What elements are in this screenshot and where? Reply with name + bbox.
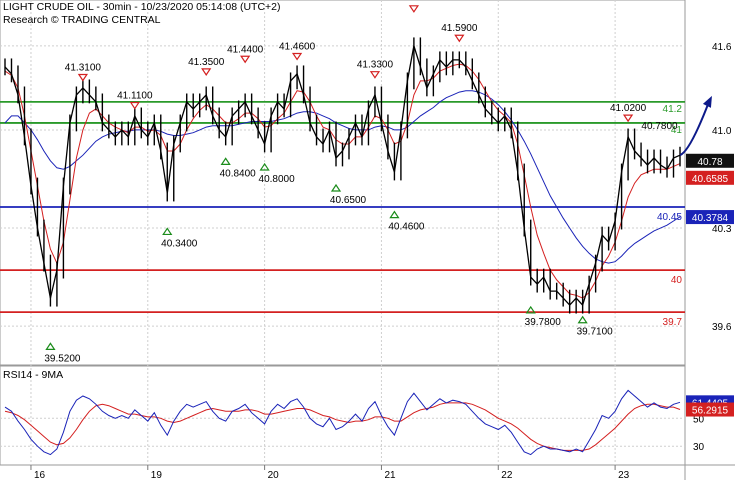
swing-high-marker xyxy=(622,114,634,123)
chart-subtitle: Research © TRADING CENTRAL xyxy=(3,14,161,26)
swing-low-label: 40.6500 xyxy=(330,195,367,206)
swing-high-marker xyxy=(369,71,381,79)
rsi-tag-label: 56.2915 xyxy=(692,406,729,417)
swing-high-label: 41.5900 xyxy=(441,23,478,34)
rsi-axis-tick-label: 50 xyxy=(693,414,705,425)
rsi-panel-frame xyxy=(0,365,686,466)
swing-low-marker xyxy=(525,305,536,314)
swing-high-marker xyxy=(454,34,465,43)
chart-title: LIGHT CRUDE OIL - 30min - 10/23/2020 05:… xyxy=(3,1,281,13)
forecast-arrow xyxy=(679,101,710,157)
x-axis-tick-label: 16 xyxy=(34,470,46,480)
level-line-label: 39.7 xyxy=(663,317,683,328)
swing-low-marker xyxy=(162,227,173,236)
x-axis-tick-label: 19 xyxy=(151,470,163,480)
swing-high-marker xyxy=(408,5,420,13)
swing-high-label: 41.4600 xyxy=(279,41,316,52)
price-axis-tick-label: 41.0 xyxy=(712,126,732,137)
swing-low-label: 39.7100 xyxy=(577,327,614,338)
swing-high-label: 41.0200 xyxy=(610,103,647,114)
swing-low-marker xyxy=(577,315,588,324)
swing-low-marker xyxy=(45,342,56,350)
swing-low-marker xyxy=(220,157,231,165)
price-axis-tick-label: 41.6 xyxy=(712,42,732,53)
swing-low-label: 39.7800 xyxy=(525,317,562,328)
level-line-label: 40 xyxy=(671,275,683,286)
slow-moving-average-line xyxy=(4,90,681,264)
swing-high-label: 41.3100 xyxy=(65,62,102,73)
swing-high-label: 41.4400 xyxy=(227,44,264,55)
swing-high-marker xyxy=(201,68,212,76)
level-line-label: 41 xyxy=(671,125,683,136)
axes-labels: 39.6 40.3 41.0 41.6 30 50 16 19 20 21 22 23 xyxy=(30,42,732,481)
x-axis-tick-label: 22 xyxy=(501,470,513,480)
x-axis-tick-label: 23 xyxy=(618,470,630,480)
rsi-tag-box xyxy=(686,402,734,417)
price-series xyxy=(4,37,681,314)
swing-high-marker xyxy=(240,55,251,64)
price-close-line xyxy=(4,45,681,307)
swing-high-marker xyxy=(77,73,89,82)
swing-low-marker xyxy=(330,183,342,192)
rsi-line xyxy=(4,389,681,456)
swing-low-label: 40.8400 xyxy=(220,168,257,179)
price-tag-box xyxy=(686,210,734,225)
swing-low-label: 39.5200 xyxy=(44,353,81,364)
swing-high-marker xyxy=(291,52,303,61)
level-line-label: 40.45 xyxy=(657,212,682,223)
rsi-series xyxy=(4,389,681,456)
swing-low-label: 40.8000 xyxy=(259,174,296,185)
swing-low-marker xyxy=(259,162,270,171)
target-level-label: 40.7800 xyxy=(641,121,678,132)
x-axis-tick-label: 20 xyxy=(268,470,280,480)
swing-low-label: 40.3400 xyxy=(161,238,198,249)
swing-high-label: 41.3300 xyxy=(357,60,394,71)
price-tag-box xyxy=(686,153,734,168)
price-tag-box xyxy=(686,170,734,185)
rsi-axis-tick-label: 30 xyxy=(693,442,705,453)
x-axis-tick-label: 21 xyxy=(384,470,396,480)
price-tag-label: 40.6585 xyxy=(692,174,729,185)
swing-low-marker xyxy=(389,210,400,219)
rsi-moving-average-line xyxy=(4,402,681,451)
price-tag-label: 40.3784 xyxy=(692,213,729,224)
forecast-arrow-head xyxy=(702,95,712,108)
price-tag-label: 40.78 xyxy=(697,157,722,168)
rsi-title: RSI14 - 9MA xyxy=(3,369,63,381)
price-axis-tick-label: 40.3 xyxy=(712,224,732,235)
support-resistance-lines: 41.2 41 40.45 40 39.7 xyxy=(0,101,685,328)
swing-high-label: 41.3500 xyxy=(188,57,225,68)
swing-high-label: 41.1100 xyxy=(117,91,153,102)
swing-high-marker xyxy=(129,101,140,110)
level-line-label: 41.2 xyxy=(663,104,683,115)
price-axis-tick-label: 39.6 xyxy=(712,322,732,333)
swing-low-label: 40.4600 xyxy=(388,222,425,233)
